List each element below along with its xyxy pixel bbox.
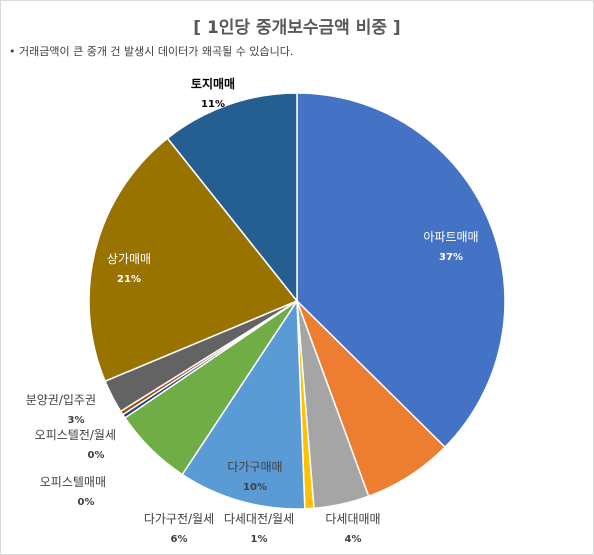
slice-label-9: 상가매매 <box>107 252 151 266</box>
slice-label-6: 오피스텔매매 <box>40 475 106 489</box>
pie-slice-10 <box>166 92 298 304</box>
slice-label-8: 분양권/입주권 <box>26 393 96 407</box>
slice-percent-9: 21% <box>117 274 141 285</box>
chart-subtitle: • 거래금액이 큰 중개 건 발생시 데이터가 왜곡될 수 있습니다. <box>9 45 294 58</box>
slice-percent-8: 3% <box>68 415 85 426</box>
slice-percent-7: 0% <box>88 450 105 461</box>
slice-label-10: 토지매매 <box>191 76 235 91</box>
pie-slice-0 <box>296 92 506 449</box>
slice-percent-3: 1% <box>251 534 268 545</box>
slice-label-3: 다세대전/월세 <box>224 512 294 526</box>
slice-percent-0: 37% <box>439 252 463 263</box>
slice-label-2: 다세대매매 <box>325 512 380 526</box>
slice-percent-2: 4% <box>345 534 362 545</box>
slice-label-1: 아파트전/월세 <box>421 482 491 496</box>
pie-slice-9 <box>88 137 299 383</box>
slice-label-4: 다가구매매 <box>227 460 282 474</box>
slice-percent-4: 10% <box>243 482 267 493</box>
slice-label-0: 아파트매매 <box>423 230 478 244</box>
chart-title: [ 1인당 중개보수금액 비중 ] <box>193 18 401 38</box>
slice-label-7: 오피스텔전/월세 <box>35 428 116 442</box>
pie-slice-4 <box>181 298 306 510</box>
slice-label-5: 다가구전/월세 <box>144 512 214 526</box>
slice-percent-1: 7% <box>448 504 465 515</box>
slice-percent-6: 0% <box>78 497 95 508</box>
slice-percent-5: 6% <box>171 534 188 545</box>
slice-percent-10: 11% <box>201 99 225 110</box>
